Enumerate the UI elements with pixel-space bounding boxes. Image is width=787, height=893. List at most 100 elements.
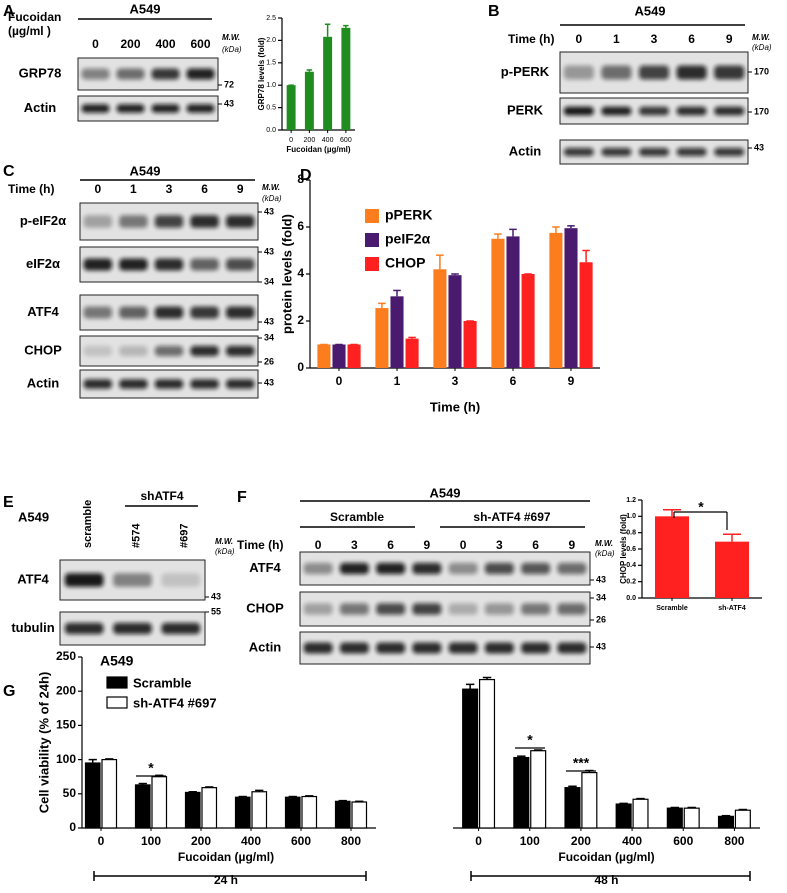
error-bar — [568, 785, 577, 788]
bar — [323, 36, 333, 131]
blot-band — [448, 562, 478, 575]
y-tick-label: 250 — [56, 649, 76, 663]
cell-line-label: A549 — [129, 1, 160, 16]
error-bar — [138, 782, 147, 785]
blot-band — [412, 603, 442, 615]
error-bar — [288, 795, 297, 798]
bar — [351, 801, 368, 829]
bar — [717, 815, 735, 829]
row-label: eIF2α — [26, 256, 60, 271]
x-tick-label: sh-ATF4 — [718, 605, 746, 612]
y-tick-label: 1.5 — [266, 60, 276, 67]
y-tick-label: 0.5 — [266, 104, 276, 111]
x-tick-label: 400 — [241, 834, 261, 848]
error-bar — [465, 683, 475, 690]
bar — [655, 516, 689, 598]
y-tick-label: 0.8 — [626, 530, 636, 537]
x-tick-label: 0 — [98, 834, 105, 848]
blot-band — [119, 306, 148, 319]
blot-band — [484, 642, 514, 654]
y-tick-label: 4 — [297, 266, 304, 280]
annotation: *** — [573, 755, 590, 771]
blot-band — [601, 65, 632, 80]
mw-marker: 26 — [264, 356, 274, 366]
mw-label: (kDa) — [752, 43, 772, 52]
cell-line-label: A549 — [634, 3, 665, 18]
blot-band — [119, 345, 148, 357]
error-bar — [324, 23, 331, 37]
blot-band — [339, 562, 369, 575]
bar — [463, 321, 477, 368]
row-label: ATF4 — [27, 304, 59, 319]
bar — [134, 784, 151, 829]
group-label: 48 h — [594, 873, 618, 887]
bar — [683, 807, 700, 829]
error-bar — [393, 289, 401, 297]
blot-band — [83, 379, 113, 389]
x-tick-label: 0 — [289, 137, 293, 144]
error-bar — [582, 249, 590, 263]
bar — [234, 796, 251, 829]
y-tick-label: 1.0 — [626, 513, 636, 520]
lane-label: #697 — [179, 524, 191, 548]
bar — [405, 338, 419, 368]
mw-marker: 43 — [211, 591, 221, 601]
blot-band — [186, 68, 215, 80]
mw-marker: 43 — [754, 142, 764, 152]
bar — [530, 750, 547, 829]
error-bar — [188, 790, 197, 793]
bar — [317, 344, 331, 368]
blot-band — [484, 562, 514, 575]
blot-band — [119, 215, 148, 228]
blot-band — [161, 622, 201, 635]
condition-label: (µg/ml ) — [8, 24, 51, 38]
x-axis-label: Time (h) — [430, 399, 480, 414]
blot-band — [64, 622, 104, 635]
blot-band — [161, 573, 201, 587]
lane-label: 9 — [569, 538, 576, 552]
bar — [286, 85, 296, 130]
y-tick-label: 8 — [297, 172, 304, 186]
chart-title: A549 — [100, 653, 134, 669]
row-label: CHOP — [246, 600, 284, 615]
legend-swatch — [106, 676, 128, 689]
error-bar — [408, 336, 416, 339]
blot-band — [119, 379, 148, 389]
error-bar — [306, 69, 313, 72]
mw-marker: 170 — [754, 106, 769, 116]
error-bar — [378, 302, 386, 309]
mw-label: (kDa) — [595, 549, 615, 558]
x-tick-label: Scramble — [656, 605, 688, 612]
cell-line-label: A549 — [18, 509, 49, 524]
blot-band — [638, 106, 670, 116]
blot-band — [714, 106, 745, 116]
blot-band — [303, 562, 333, 575]
bar — [715, 541, 749, 598]
mw-label: (kDa) — [222, 45, 242, 54]
blot-band — [563, 106, 594, 116]
lane-label: 0 — [315, 538, 322, 552]
x-tick-label: 9 — [568, 374, 575, 388]
panel-letter: C — [3, 163, 15, 180]
error-bar — [619, 802, 628, 805]
blot-band — [190, 306, 219, 319]
x-axis-label: Fucoidan (µg/ml) — [558, 850, 654, 864]
blot-band — [154, 306, 184, 319]
y-tick-label: 6 — [297, 219, 304, 233]
blot-band — [151, 68, 180, 80]
bar — [375, 308, 389, 368]
error-bar — [687, 806, 696, 809]
blot-band — [154, 345, 184, 357]
blot-band — [64, 573, 104, 587]
blot-band — [83, 215, 113, 228]
panel-letter: B — [488, 3, 500, 20]
error-bar — [355, 800, 364, 803]
blot-band — [113, 622, 152, 635]
x-tick-label: 400 — [622, 834, 642, 848]
annotation: * — [148, 760, 154, 776]
error-bar — [482, 676, 492, 680]
blot-band — [563, 147, 594, 157]
blot-band — [412, 562, 442, 575]
bar — [304, 71, 314, 130]
row-label: PERK — [507, 102, 544, 117]
